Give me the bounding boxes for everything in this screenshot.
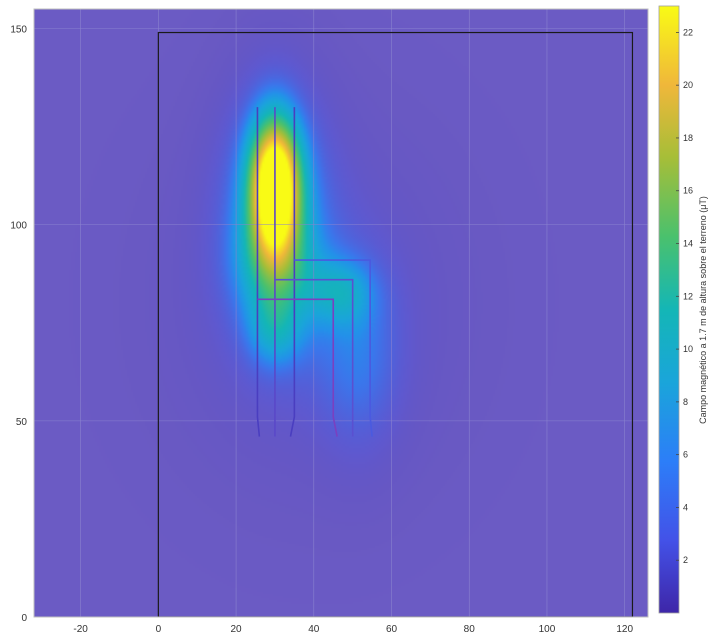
conductor-left-leg-3 (289, 107, 296, 437)
boundary-rectangle (157, 31, 634, 617)
colorbar-tick-label: 4 (683, 502, 688, 512)
colorbar-ticks: 2 4 6 8 10 12 14 16 18 20 22 (676, 27, 693, 565)
x-tick-label: 0 (156, 624, 162, 635)
colorbar-label: Campo magnético a 1.7 m de altura sobre … (698, 196, 708, 424)
colorbar-tick-label: 10 (683, 344, 693, 354)
conductor-middle-bracket (274, 278, 354, 437)
colorbar-tick-label: 2 (683, 555, 688, 565)
y-axis-ticks: 0 50 100 150 (10, 25, 27, 624)
colorbar-tick-label: 12 (683, 291, 693, 301)
colorbar-tick-label: 14 (683, 239, 693, 249)
conductor-outer-left-leg (256, 107, 261, 437)
conductor-inner-bracket (257, 298, 338, 437)
colorbar-tick-label: 16 (683, 186, 693, 196)
x-tick-label: 40 (308, 624, 320, 635)
colorbar-tick-label: 18 (683, 133, 693, 143)
x-tick-label: 60 (386, 624, 398, 635)
conductor-outer-bracket (294, 259, 373, 437)
colorbar-tick-label: 20 (683, 80, 693, 90)
x-tick-label: 80 (464, 624, 476, 635)
conductor-lines (256, 107, 373, 437)
field-heatmap (34, 9, 648, 617)
x-tick-label: 100 (539, 624, 556, 635)
colorbar: 2 4 6 8 10 12 14 16 18 20 22 Campo magnético a 1.7… (658, 5, 708, 614)
colorbar-tick-label: 8 (683, 397, 688, 407)
colorbar-tick-label: 6 (683, 450, 688, 460)
x-axis-ticks: -20 0 20 40 60 80 100 120 (73, 624, 633, 635)
colorbar-tick-label: 22 (683, 27, 693, 37)
y-tick-label: 0 (21, 613, 27, 624)
y-tick-label: 150 (10, 25, 27, 36)
colorbar-gradient (658, 5, 680, 614)
plot-frame (33, 8, 649, 618)
y-tick-label: 50 (16, 417, 28, 428)
x-tick-label: -20 (73, 624, 88, 635)
y-tick-label: 100 (10, 221, 27, 232)
x-tick-label: 20 (231, 624, 243, 635)
x-tick-label: 120 (616, 624, 633, 635)
